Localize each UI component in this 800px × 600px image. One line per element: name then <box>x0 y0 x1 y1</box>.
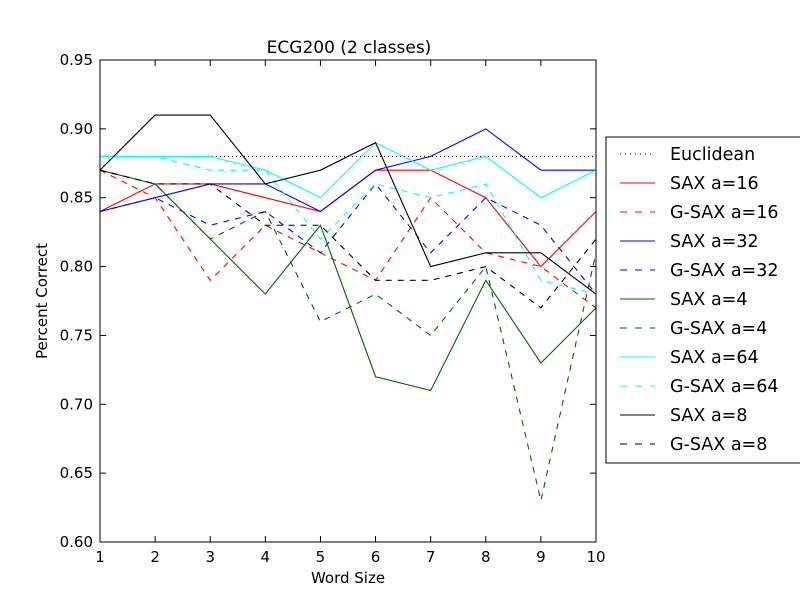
legend: Euclidean SAX a=16 G-SAX a=16 SAX a=32 G-SAX… <box>605 136 800 464</box>
legend-label: G-SAX a=8 <box>670 435 767 455</box>
x-axis: 1 2 3 4 5 6 7 8 9 10 <box>95 60 606 566</box>
y-axis-title: Percent Correct <box>33 243 51 359</box>
y-tick-label: 0.95 <box>60 51 93 69</box>
legend-box <box>605 136 800 464</box>
y-tick-label: 0.60 <box>60 533 93 551</box>
y-tick-label: 0.65 <box>60 464 93 482</box>
y-tick-label: 0.75 <box>60 326 93 344</box>
plot-frame <box>99 59 597 543</box>
series-line-6 <box>99 169 597 392</box>
legend-label: Euclidean <box>670 145 755 165</box>
legend-label: SAX a=16 <box>670 174 759 194</box>
legend-label: G-SAX a=4 <box>670 319 767 339</box>
series-line-7 <box>99 169 597 501</box>
y-tick-label: 0.70 <box>60 395 93 413</box>
series-line-3 <box>99 169 597 309</box>
y-axis: 0.60 0.65 0.70 0.75 0.80 0.85 0.90 0.95 <box>60 51 596 551</box>
x-tick-label: 8 <box>481 548 491 566</box>
x-tick-label: 3 <box>205 548 215 566</box>
chart-title: ECG200 (2 classes) <box>267 38 432 58</box>
legend-label: SAX a=32 <box>670 232 759 252</box>
y-tick-label: 0.85 <box>60 189 93 207</box>
series-layer <box>99 114 597 501</box>
x-tick-label: 7 <box>426 548 436 566</box>
legend-label: SAX a=8 <box>670 406 747 426</box>
x-tick-label: 1 <box>95 548 105 566</box>
series-line-11 <box>99 169 597 309</box>
x-tick-label: 10 <box>586 548 605 566</box>
legend-label: G-SAX a=16 <box>670 203 779 223</box>
x-tick-label: 4 <box>261 548 271 566</box>
legend-label: G-SAX a=64 <box>670 377 779 397</box>
x-tick-label: 2 <box>150 548 160 566</box>
series-line-8 <box>100 141 597 199</box>
legend-label: SAX a=4 <box>670 290 747 310</box>
legend-label: G-SAX a=32 <box>670 261 779 281</box>
y-tick-label: 0.80 <box>60 258 93 276</box>
x-tick-label: 5 <box>316 548 326 566</box>
legend-label: SAX a=64 <box>670 348 759 368</box>
x-tick-label: 6 <box>371 548 381 566</box>
y-tick-label: 0.90 <box>60 120 93 138</box>
x-tick-label: 9 <box>536 548 546 566</box>
x-axis-title: Word Size <box>311 569 385 587</box>
series-line-4 <box>99 128 596 213</box>
series-line-10 <box>99 114 597 295</box>
